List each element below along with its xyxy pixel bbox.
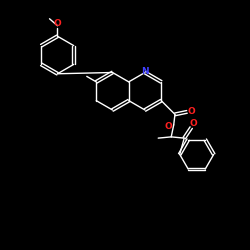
Text: O: O — [54, 19, 61, 28]
Text: N: N — [141, 67, 149, 76]
Text: O: O — [190, 120, 198, 128]
Text: O: O — [165, 122, 172, 130]
Text: O: O — [188, 108, 195, 116]
